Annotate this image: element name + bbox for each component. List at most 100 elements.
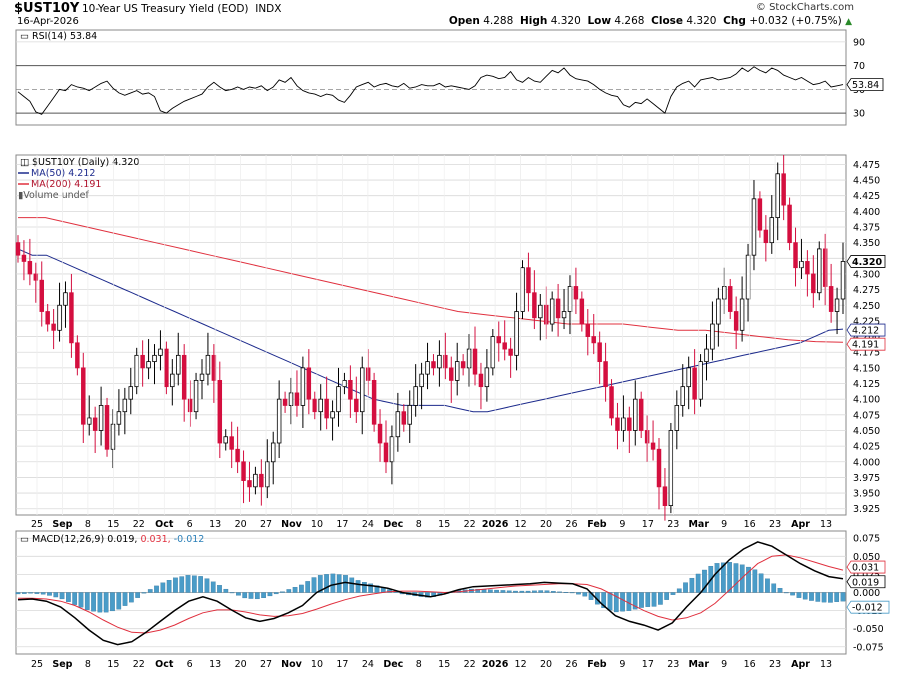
low-label: Low bbox=[587, 15, 612, 27]
macd-hist-bar bbox=[236, 592, 241, 596]
signal-tag-label: 0.031 bbox=[852, 563, 879, 574]
macd-hist-bar bbox=[645, 592, 651, 607]
open-label: Open bbox=[448, 15, 480, 27]
macd-hist-bar bbox=[519, 590, 525, 593]
macd-hist-bar bbox=[840, 592, 846, 602]
stockcharts-brand[interactable]: © StockCharts.com bbox=[755, 2, 854, 13]
candle-body bbox=[811, 273, 816, 294]
candle-body bbox=[21, 254, 27, 262]
price-tags: 4.320 4.212 4.191 bbox=[846, 255, 886, 351]
candle-body bbox=[609, 386, 614, 419]
date-tick-label: 16 bbox=[744, 519, 756, 530]
macd-hist-bar bbox=[191, 575, 197, 593]
candle-body bbox=[437, 354, 442, 369]
signal-line bbox=[18, 554, 844, 634]
macd-hist-bar bbox=[122, 592, 128, 606]
macd-hist-bar bbox=[261, 592, 266, 599]
candle-body bbox=[276, 398, 282, 444]
candle-body bbox=[698, 361, 703, 400]
candle-body bbox=[561, 311, 567, 319]
candle-body bbox=[217, 379, 223, 444]
macd-hist-bar bbox=[28, 592, 33, 594]
candle-body bbox=[211, 354, 217, 381]
price-panel: 3.925 3.950 3.975 4.000 4.025 4.050 4.075 4.100… bbox=[15, 154, 886, 521]
close-value: 4.320 bbox=[686, 15, 717, 27]
candle-body bbox=[360, 367, 365, 413]
macd-hist-bar bbox=[796, 592, 802, 598]
macd-hist-bar bbox=[166, 580, 172, 593]
candle-body bbox=[668, 430, 674, 507]
candle-body bbox=[710, 323, 715, 350]
candle-body bbox=[312, 398, 318, 413]
candle-body bbox=[205, 354, 211, 375]
candle-body bbox=[294, 392, 300, 406]
candle-body bbox=[389, 436, 395, 463]
open-value: 4.288 bbox=[483, 15, 514, 27]
close-tag-label: 4.320 bbox=[852, 257, 882, 268]
date-tick-label: 24 bbox=[362, 659, 374, 670]
price-tick-label: 4.400 bbox=[853, 207, 880, 218]
macd-hist-bar bbox=[676, 588, 682, 593]
macd-hist-bar bbox=[790, 592, 795, 596]
date-tick-label: 9 bbox=[619, 659, 625, 670]
candle-body bbox=[567, 286, 573, 312]
date-tick-label: 8 bbox=[416, 659, 422, 670]
candle-body bbox=[69, 292, 74, 344]
macd-hist-bar bbox=[613, 592, 619, 613]
macd-hist-bar bbox=[834, 592, 840, 602]
candle-body bbox=[104, 405, 110, 450]
macd-hist-bar bbox=[330, 573, 336, 593]
candle-body bbox=[371, 379, 377, 425]
candle-body bbox=[187, 398, 193, 413]
macd-hist-bar bbox=[494, 589, 499, 593]
chart-header: $UST10Y 10-Year US Treasury Yield (EOD) … bbox=[0, 0, 900, 28]
macd-hist-bar bbox=[525, 590, 531, 593]
rsi-line bbox=[17, 66, 844, 115]
macd-hist-bar bbox=[273, 592, 279, 595]
macd-hist-bar bbox=[783, 592, 789, 594]
macd-hist-bar bbox=[582, 592, 588, 597]
candle-body bbox=[128, 386, 134, 400]
candle-body bbox=[365, 367, 371, 381]
candle-body bbox=[247, 480, 252, 488]
macd-hist-bar bbox=[425, 592, 430, 598]
description-text: 10-Year US Treasury Yield (EOD) bbox=[82, 3, 249, 15]
rsi-legend: ▭ RSI(14) 53.84 bbox=[20, 31, 97, 42]
macd-hist-bar bbox=[802, 592, 808, 600]
macd-hist-bar bbox=[84, 592, 90, 610]
candle-body bbox=[805, 261, 810, 275]
macd-hist-bar bbox=[116, 592, 122, 610]
candle-body bbox=[98, 405, 104, 431]
candle-body bbox=[745, 254, 751, 300]
macd-hist-bar bbox=[720, 562, 726, 593]
macd-hist-bar bbox=[500, 590, 506, 593]
date-tick-label: Mar bbox=[688, 659, 709, 670]
macd-tick-label: 0.075 bbox=[853, 534, 880, 545]
macd-line bbox=[17, 541, 844, 646]
date-tick-label: Feb bbox=[587, 519, 607, 530]
price-tick-label: 4.050 bbox=[853, 426, 880, 437]
chart-date: 16-Apr-2026 bbox=[17, 16, 79, 27]
date-tick-label: 12 bbox=[515, 519, 527, 530]
candle-body bbox=[158, 348, 163, 356]
candle-body bbox=[454, 361, 460, 381]
volume-icon: ▮ bbox=[18, 190, 23, 201]
price-tick-label: 4.100 bbox=[853, 395, 880, 406]
candle-body bbox=[92, 417, 98, 431]
candle-body bbox=[241, 461, 246, 481]
candle-body bbox=[146, 361, 151, 369]
candle-body bbox=[775, 173, 780, 219]
candle-body bbox=[484, 367, 490, 388]
price-axis: 3.925 3.950 3.975 4.000 4.025 4.050 4.075 4.100… bbox=[853, 160, 880, 515]
date-tick-label: 20 bbox=[235, 659, 247, 670]
candle-body bbox=[727, 286, 733, 312]
price-legend: ◫ $UST10Y (Daily) 4.320 MA(50) 4.212 MA(… bbox=[18, 157, 139, 201]
date-tick-label: 13 bbox=[820, 519, 832, 530]
macd-hist-bar bbox=[771, 583, 777, 593]
price-tick-label: 4.300 bbox=[853, 269, 880, 280]
date-tick-label: Feb bbox=[587, 659, 607, 670]
date-tick-label: 27 bbox=[260, 659, 272, 670]
macd-hist-bar bbox=[821, 592, 827, 603]
candle-body bbox=[662, 486, 668, 507]
